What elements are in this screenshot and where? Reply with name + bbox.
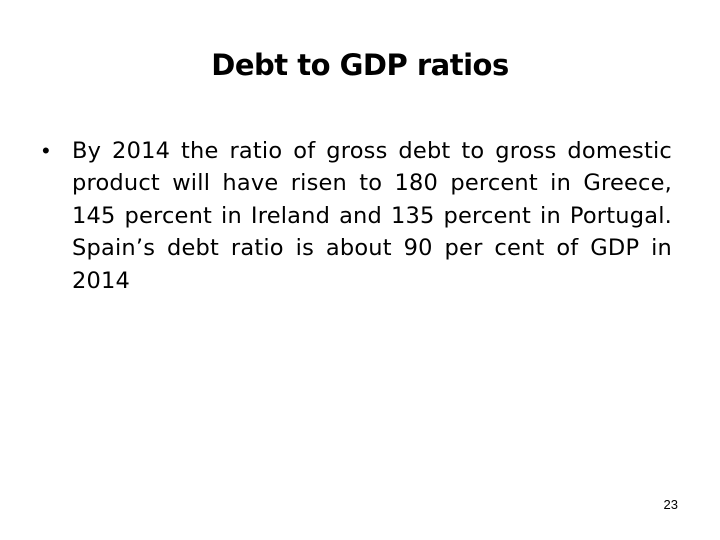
bullet-item: • By 2014 the ratio of gross debt to gro… — [42, 135, 672, 297]
page-number: 23 — [663, 497, 678, 512]
bullet-text: By 2014 the ratio of gross debt to gross… — [72, 138, 672, 294]
bullet-marker: • — [42, 138, 50, 163]
slide-title: Debt to GDP ratios — [211, 48, 509, 82]
